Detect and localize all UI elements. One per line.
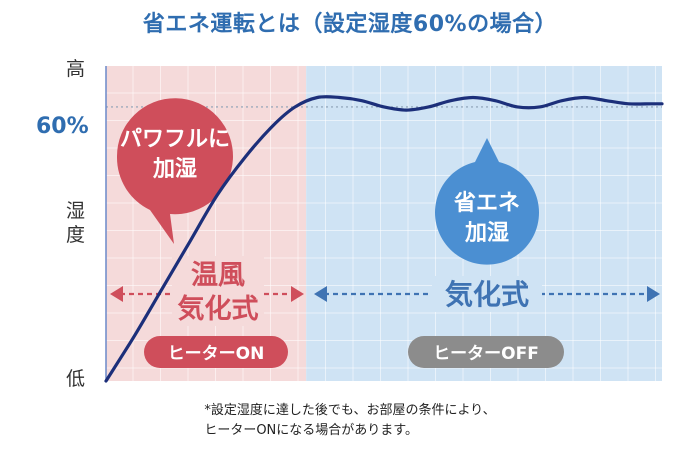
heater-on-badge-text: ヒーターON (168, 344, 265, 364)
bubble-off-line2: 加湿 (464, 221, 509, 246)
bubble-on-line1: パワフルに (120, 127, 230, 152)
arrow-head (647, 286, 660, 302)
footnote-line2: ヒーターONになる場合があります。 (204, 422, 418, 438)
y-axis-high-label: 高 (66, 58, 86, 80)
y-tick-setpoint: 60% (36, 114, 89, 139)
footnote: *設定湿度に達した後でも、お部屋の条件により、 ヒーターONになる場合があります… (0, 401, 700, 440)
chart-title: 省エネ運転とは（設定湿度60%の場合） (142, 12, 558, 37)
eco-humidify-bubble: 省エネ 加湿 (435, 138, 540, 265)
mode-on-label-line1: 温風 (191, 260, 245, 291)
mode-on-label-bg (172, 256, 264, 326)
powerful-humidify-bubble: パワフルに 加湿 (116, 98, 233, 244)
bubble-off-shape (435, 138, 540, 265)
mode-off-label: 気化式 (445, 278, 529, 311)
bubble-off-line1: 省エネ (453, 191, 520, 216)
arrow-head (314, 286, 327, 302)
arrow-head (110, 286, 123, 302)
mode-on-arrow (110, 286, 304, 302)
chart-plot: パワフルに 加湿 省エネ 加湿 温風 気化式 気化式 ヒーターON ヒーターOF… (104, 66, 664, 383)
bubble-on-shape (116, 98, 233, 244)
y-axis-low-label: 低 (66, 368, 86, 390)
footnote-line1: *設定湿度に達した後でも、お部屋の条件により、 (204, 403, 496, 418)
y-axis-title: 湿度 (66, 200, 86, 246)
mode-off-label-bg (432, 276, 542, 312)
mode-on-label-line2: 気化式 (178, 293, 259, 325)
heater-off-badge-text: ヒーターOFF (433, 344, 539, 364)
humidity-series-line (104, 95, 664, 383)
arrow-head (291, 286, 304, 302)
heater-off-badge (408, 336, 564, 368)
heater-on-badge (144, 336, 288, 368)
bubble-on-line2: 加湿 (152, 157, 197, 182)
